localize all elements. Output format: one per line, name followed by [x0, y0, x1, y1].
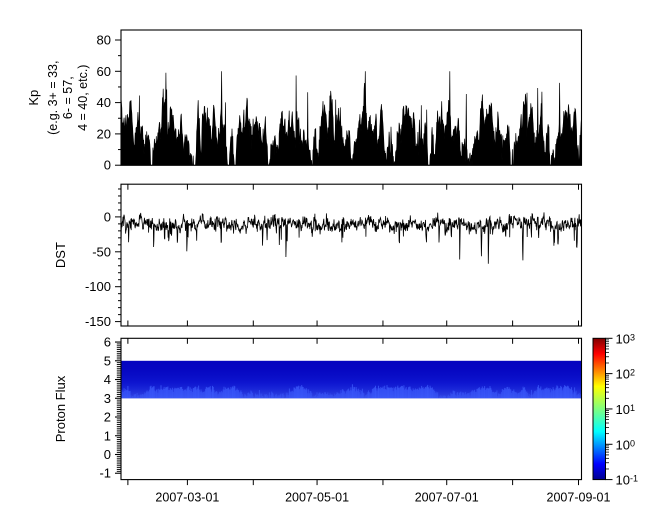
svg-text:-150: -150 — [85, 314, 111, 329]
svg-text:2007-05-01: 2007-05-01 — [285, 491, 349, 505]
svg-text:0: 0 — [104, 209, 111, 224]
svg-text:Kp: Kp — [26, 90, 41, 106]
svg-text:-100: -100 — [85, 279, 111, 294]
svg-text:DST: DST — [53, 242, 68, 268]
svg-text:2007-09-01: 2007-09-01 — [547, 491, 611, 505]
svg-text:1: 1 — [104, 428, 111, 443]
svg-text:2: 2 — [104, 410, 111, 425]
svg-text:-50: -50 — [92, 244, 111, 259]
svg-text:80: 80 — [97, 33, 111, 48]
svg-text:6: 6 — [104, 335, 111, 350]
svg-text:6- = 57,: 6- = 57, — [61, 76, 75, 119]
svg-text:4: 4 — [104, 372, 111, 387]
svg-text:3: 3 — [104, 391, 111, 406]
svg-text:0: 0 — [104, 158, 111, 173]
svg-text:4 = 40, etc.): 4 = 40, etc.) — [76, 65, 90, 131]
svg-text:2007-03-01: 2007-03-01 — [155, 491, 219, 505]
svg-text:40: 40 — [97, 95, 111, 110]
svg-text:2007-07-01: 2007-07-01 — [415, 491, 479, 505]
svg-text:5: 5 — [104, 353, 111, 368]
svg-text:(e.g. 3+ = 33,: (e.g. 3+ = 33, — [46, 61, 60, 135]
svg-text:60: 60 — [97, 64, 111, 79]
svg-text:Proton Flux: Proton Flux — [53, 375, 68, 442]
svg-text:20: 20 — [97, 126, 111, 141]
svg-text:0: 0 — [104, 447, 111, 462]
svg-text:-1: -1 — [99, 466, 111, 481]
